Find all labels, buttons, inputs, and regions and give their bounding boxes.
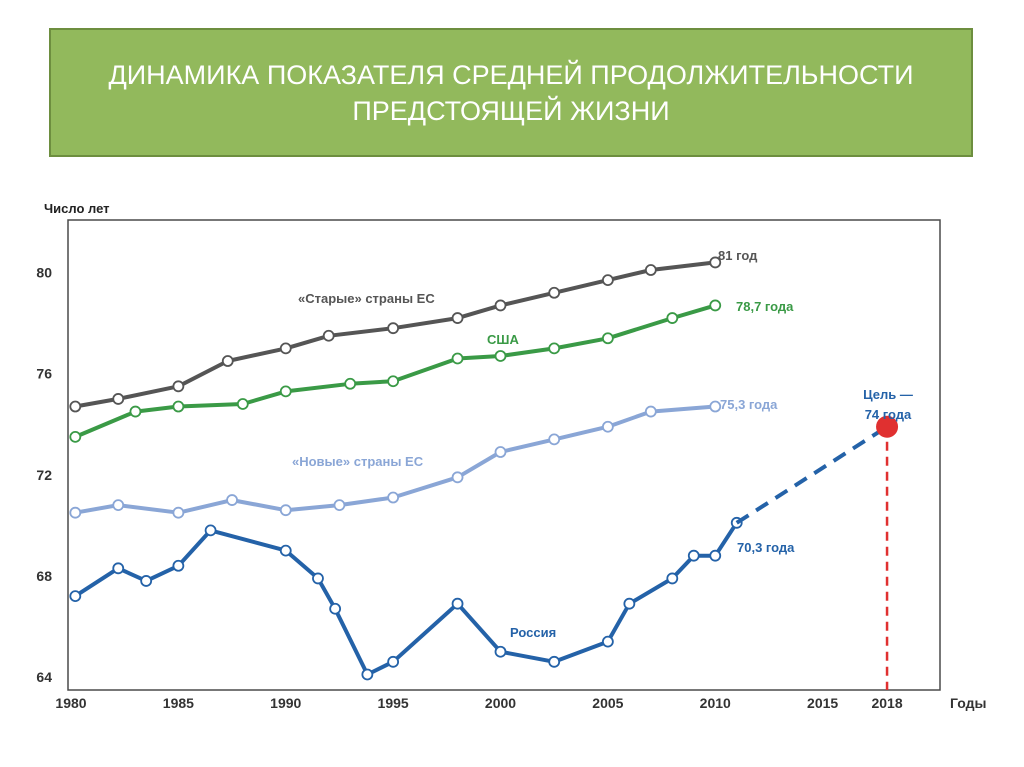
data-point bbox=[204, 524, 217, 537]
data-point bbox=[361, 668, 374, 681]
data-point bbox=[172, 506, 185, 519]
data-point bbox=[494, 645, 507, 658]
data-point bbox=[129, 405, 142, 418]
data-point bbox=[687, 549, 700, 562]
data-point bbox=[548, 655, 561, 668]
data-point bbox=[548, 286, 561, 299]
title-line-2: ПРЕДСТОЯЩЕЙ ЖИЗНИ bbox=[352, 95, 670, 126]
data-point bbox=[709, 549, 722, 562]
series-name-label: «Новые» страны ЕС bbox=[292, 454, 424, 469]
data-point bbox=[112, 562, 125, 575]
x-tick-label: 1985 bbox=[163, 695, 194, 711]
data-point bbox=[709, 400, 722, 413]
series-lines bbox=[69, 256, 743, 681]
data-point bbox=[279, 544, 292, 557]
data-point bbox=[666, 312, 679, 324]
tick-labels: 64 68 72 76 80 1980 1985 1990 1995 2000 2005 2010 20… bbox=[36, 201, 986, 711]
data-point bbox=[601, 274, 614, 287]
data-point bbox=[69, 590, 82, 603]
data-point bbox=[344, 377, 357, 390]
data-point bbox=[709, 256, 722, 269]
x-tick-label: 2005 bbox=[592, 695, 623, 711]
data-point bbox=[644, 264, 657, 276]
data-point bbox=[709, 299, 722, 312]
data-point bbox=[279, 504, 292, 517]
series-name-label: «Старые» страны ЕС bbox=[298, 291, 435, 306]
data-point bbox=[601, 635, 614, 648]
data-point bbox=[451, 597, 464, 610]
data-point bbox=[601, 420, 614, 433]
y-tick-label: 72 bbox=[36, 467, 52, 483]
data-point bbox=[69, 506, 82, 519]
data-point bbox=[279, 342, 292, 355]
data-point bbox=[279, 385, 292, 398]
y-tick-label: 76 bbox=[36, 366, 52, 382]
data-point bbox=[548, 342, 561, 355]
y-tick-label: 64 bbox=[36, 669, 52, 685]
x-tick-label: 2015 bbox=[807, 695, 838, 711]
x-tick-label: 2010 bbox=[700, 695, 731, 711]
data-point bbox=[69, 430, 82, 443]
y-tick-label: 68 bbox=[36, 568, 52, 584]
data-point bbox=[172, 559, 185, 572]
x-tick-label-target: 2018 bbox=[871, 695, 902, 711]
data-point bbox=[172, 380, 185, 393]
target-label-line-1: Цель — bbox=[863, 387, 913, 402]
x-tick-label: 1995 bbox=[378, 695, 409, 711]
data-point bbox=[333, 499, 346, 512]
data-point bbox=[221, 355, 234, 367]
data-point bbox=[387, 322, 400, 335]
series-end-label: 75,3 года bbox=[720, 397, 778, 412]
data-point bbox=[329, 602, 342, 615]
series-name-label: США bbox=[487, 332, 519, 347]
series-end-label: 78,7 года bbox=[736, 299, 794, 314]
series-name-label: Россия bbox=[510, 625, 556, 640]
data-point bbox=[387, 375, 400, 388]
data-point bbox=[644, 405, 657, 418]
data-point bbox=[226, 494, 238, 506]
data-point bbox=[494, 350, 507, 362]
data-point bbox=[69, 400, 82, 413]
data-point bbox=[548, 433, 561, 446]
data-point bbox=[172, 400, 185, 413]
x-tick-label: 2000 bbox=[485, 695, 516, 711]
series-end-label: 81 год bbox=[718, 248, 758, 263]
target-point bbox=[876, 415, 899, 438]
x-tick-label: 1980 bbox=[55, 695, 86, 711]
target-projection-line bbox=[735, 425, 889, 525]
title-line-1: ДИНАМИКА ПОКАЗАТЕЛЯ СРЕДНЕЙ ПРОДОЛЖИТЕЛЬ… bbox=[108, 59, 914, 90]
annotations: «Старые» страны ЕС 81 год США 78,7 года «Нов… bbox=[292, 248, 913, 690]
data-point bbox=[666, 572, 679, 585]
data-point bbox=[494, 446, 507, 458]
data-point bbox=[387, 491, 400, 504]
data-point bbox=[451, 471, 464, 484]
data-point bbox=[140, 575, 153, 587]
data-point bbox=[451, 312, 464, 324]
y-tick-label: 80 bbox=[36, 265, 52, 281]
data-point bbox=[451, 352, 464, 365]
y-axis-label: Число лет bbox=[44, 201, 110, 216]
series-end-label: 70,3 года bbox=[737, 540, 795, 555]
data-point bbox=[312, 572, 324, 585]
x-tick-label: 1990 bbox=[270, 695, 301, 711]
data-point bbox=[322, 329, 335, 342]
x-axis-label: Годы bbox=[950, 695, 986, 711]
slide-title: ДИНАМИКА ПОКАЗАТЕЛЯ СРЕДНЕЙ ПРОДОЛЖИТЕЛЬ… bbox=[49, 28, 973, 157]
data-point bbox=[623, 597, 636, 610]
data-point bbox=[112, 499, 125, 512]
data-point bbox=[601, 332, 614, 345]
target-label-line-2: 74 года bbox=[865, 407, 912, 422]
data-point bbox=[494, 299, 507, 312]
data-point bbox=[236, 398, 249, 410]
data-point bbox=[387, 655, 400, 668]
data-point bbox=[112, 393, 125, 405]
